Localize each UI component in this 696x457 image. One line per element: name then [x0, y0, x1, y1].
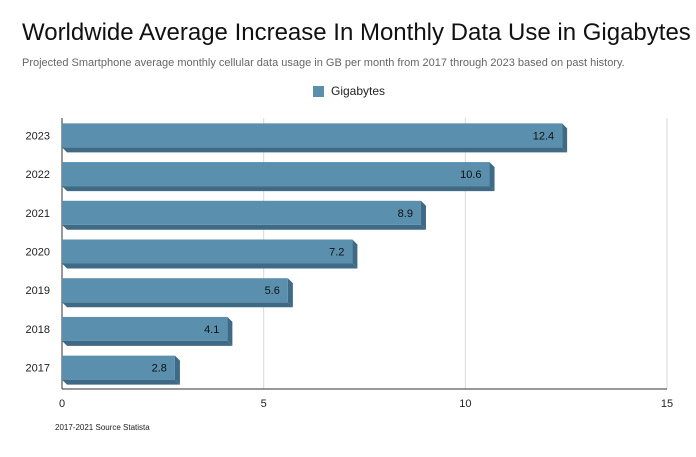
bar-side: [562, 123, 568, 153]
legend-label: Gigabytes: [331, 84, 386, 98]
bar-shadow: [62, 147, 568, 153]
bar-side: [352, 239, 358, 269]
y-category-label: 2022: [26, 169, 50, 181]
x-tick-label: 5: [261, 398, 267, 410]
chart-subtitle: Projected Smartphone average monthly cel…: [22, 57, 625, 69]
bar-shadow: [62, 340, 233, 346]
y-category-label: 2018: [26, 324, 50, 336]
y-category-label: 2023: [26, 130, 50, 142]
bar-value-label: 4.1: [204, 324, 219, 336]
bar-side: [227, 316, 233, 346]
bar: [62, 278, 288, 303]
source-note: 2017-2021 Source Statista: [55, 423, 150, 432]
bar-side: [489, 162, 495, 192]
legend-swatch: [313, 85, 324, 97]
bar-shadow: [62, 186, 495, 192]
bar-value-label: 7.2: [329, 247, 344, 259]
y-category-label: 2020: [26, 247, 50, 259]
bar: [62, 355, 175, 380]
bar-value-label: 2.8: [152, 363, 167, 375]
bar-shadow: [62, 263, 358, 269]
x-tick-label: 10: [459, 398, 471, 410]
y-category-label: 2019: [26, 285, 50, 297]
bar: [62, 239, 353, 264]
chart-title: Worldwide Average Increase In Monthly Da…: [22, 19, 691, 46]
bar-value-label: 5.6: [265, 285, 280, 297]
y-category-label: 2021: [26, 208, 50, 220]
x-tick-label: 0: [59, 398, 65, 410]
bar: [62, 316, 228, 341]
bar: [62, 123, 563, 148]
bar-value-label: 8.9: [398, 208, 413, 220]
chart-legend: Gigabytes: [313, 84, 385, 98]
y-category-label: 2017: [26, 363, 50, 375]
bar-side: [420, 200, 426, 230]
bar-shadow: [62, 224, 426, 230]
bar-shadow: [62, 302, 293, 308]
bar: [62, 200, 421, 225]
bar-side: [174, 355, 180, 385]
bar: [62, 162, 490, 187]
bar-side: [287, 278, 293, 308]
x-tick-label: 15: [661, 398, 673, 410]
bar-shadow: [62, 379, 180, 385]
bar-value-label: 10.6: [460, 169, 481, 181]
bar-value-label: 12.4: [533, 130, 554, 142]
